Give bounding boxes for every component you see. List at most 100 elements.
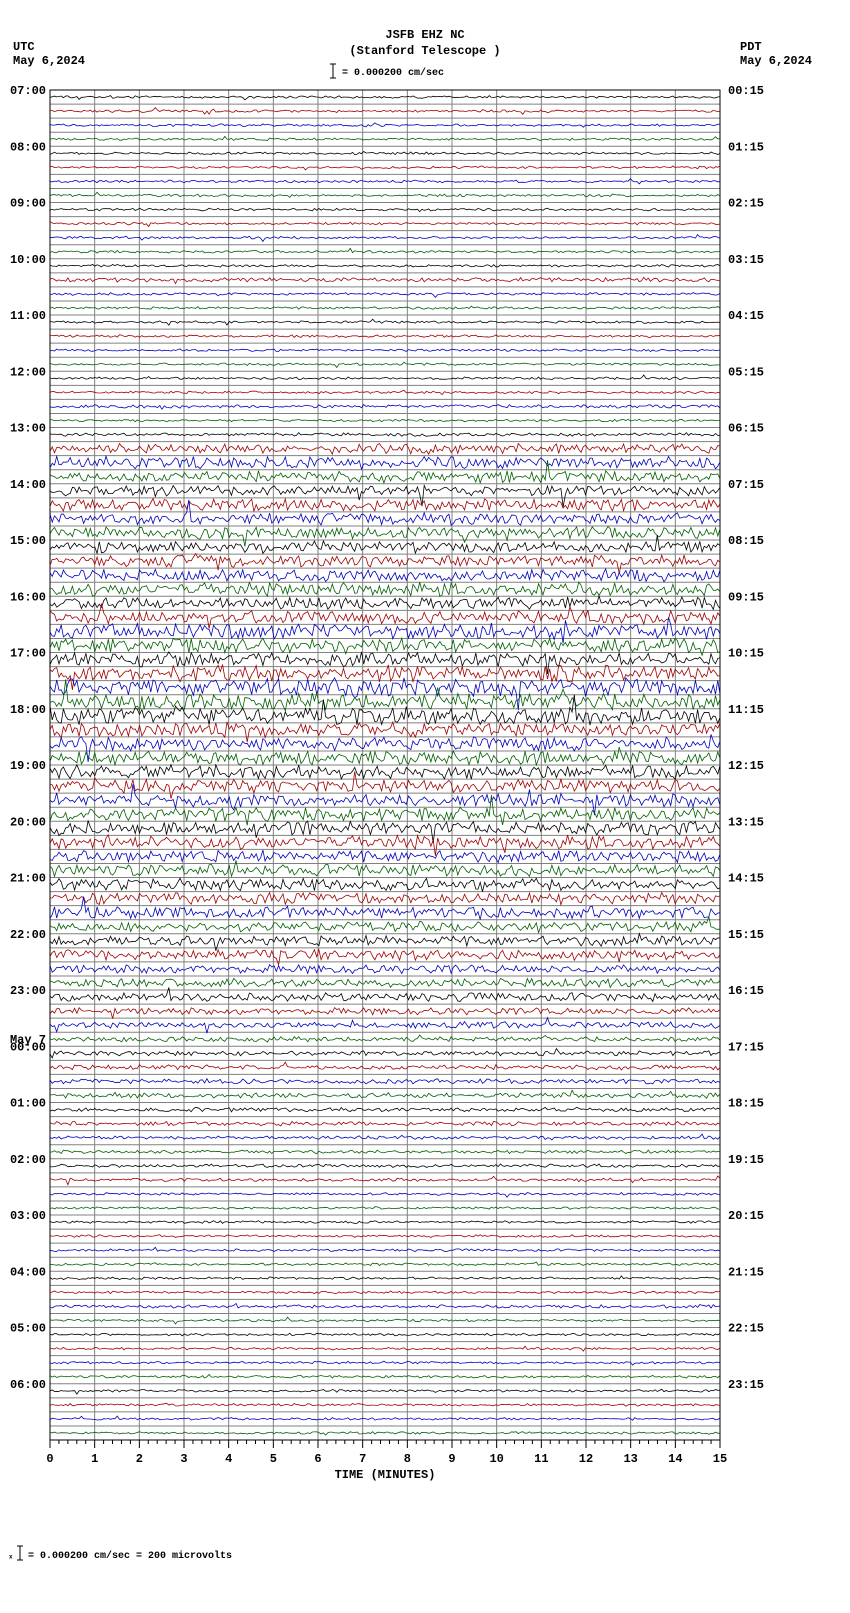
seismic-trace [50,978,720,987]
right-time-label: 11:15 [728,703,764,717]
seismogram-svg: JSFB EHZ NC (Stanford Telescope ) = 0.0002… [0,0,850,1613]
seismic-trace [50,499,720,512]
right-tz: PDT [740,40,762,54]
seismic-trace [50,235,720,242]
seismic-trace [50,1361,720,1365]
seismic-trace [50,1107,720,1112]
seismic-trace [50,349,720,352]
seismic-trace [50,1176,720,1185]
right-time-label: 07:15 [728,478,764,492]
left-time-label: 23:00 [10,984,46,998]
seismic-trace [50,1389,720,1394]
right-time-label: 18:15 [728,1097,764,1111]
right-time-label: 03:15 [728,253,764,267]
right-time-label: 05:15 [728,365,764,379]
seismic-trace [50,850,720,862]
left-time-label: 03:00 [10,1209,46,1223]
left-time-label: 15:00 [10,534,46,548]
seismic-trace [50,771,720,798]
x-tick-label: 0 [46,1452,53,1466]
seismic-trace [50,1062,720,1070]
x-axis-label: TIME (MINUTES) [335,1468,436,1482]
seismic-trace [50,695,720,726]
seismic-trace [50,248,720,253]
right-time-label: 14:15 [728,872,764,886]
seismic-trace [50,1150,720,1154]
right-time-label: 20:15 [728,1209,764,1223]
x-tick-label: 8 [404,1452,411,1466]
left-time-label: 16:00 [10,590,46,604]
right-time-label: 13:15 [728,815,764,829]
right-time-label: 21:15 [728,1265,764,1279]
left-time-label: 10:00 [10,253,46,267]
left-time-label: 06:00 [10,1378,46,1392]
seismic-trace [50,784,720,815]
right-time-label: 12:15 [728,759,764,773]
seismic-trace [50,1247,720,1251]
seismic-trace [50,152,720,155]
seismic-trace [50,950,720,965]
seismic-trace [50,1375,720,1379]
seismic-trace [50,433,720,437]
scale-label: = 0.000200 cm/sec [342,67,444,79]
seismic-trace [50,652,720,674]
seismic-trace [50,965,720,974]
seismic-trace [50,535,720,554]
seismogram-container: JSFB EHZ NC (Stanford Telescope ) = 0.0002… [0,0,850,1613]
left-time-label: 17:00 [10,647,46,661]
right-time-label: 15:15 [728,928,764,942]
station-title: JSFB EHZ NC [385,28,464,42]
right-time-label: 09:15 [728,590,764,604]
left-time-label: 22:00 [10,928,46,942]
seismic-trace [50,1304,720,1309]
x-tick-label: 3 [180,1452,187,1466]
right-time-label: 04:15 [728,309,764,323]
seismic-trace [50,617,720,643]
x-tick-label: 12 [579,1452,593,1466]
seismic-trace [50,1079,720,1084]
seismic-trace [50,1235,720,1238]
seismic-trace [50,596,720,610]
right-time-label: 22:15 [728,1322,764,1336]
right-time-label: 17:15 [728,1040,764,1054]
seismic-trace [50,208,720,211]
right-time-label: 16:15 [728,984,764,998]
seismic-trace [50,306,720,309]
left-time-label: 13:00 [10,422,46,436]
right-time-label: 00:15 [728,84,764,98]
seismic-trace [50,221,720,226]
seismic-trace [50,179,720,184]
left-time-label: 04:00 [10,1265,46,1279]
seismic-trace [50,1121,720,1125]
seismic-trace [50,362,720,367]
left-time-label: 20:00 [10,815,46,829]
x-tick-label: 5 [270,1452,277,1466]
seismic-trace [50,1090,720,1098]
seismic-trace [50,375,720,380]
x-tick-label: 9 [448,1452,455,1466]
x-tick-label: 14 [668,1452,682,1466]
seismic-trace [50,1416,720,1420]
right-time-label: 19:15 [728,1153,764,1167]
seismic-trace [50,878,720,892]
seismic-trace [50,1221,720,1224]
location-subtitle: (Stanford Telescope ) [349,44,500,58]
seismic-trace [50,582,720,596]
seismic-trace [50,444,720,455]
left-time-label: 14:00 [10,478,46,492]
left-time-label: 07:00 [10,84,46,98]
left-time-label: 05:00 [10,1322,46,1336]
seismic-trace [50,1193,720,1198]
left-date: May 6,2024 [13,54,85,68]
seismic-trace [50,1035,720,1042]
seismic-trace [50,554,720,574]
seismic-trace [50,390,720,394]
seismic-trace [50,264,720,267]
seismic-trace [50,1008,720,1019]
seismic-trace [50,405,720,410]
seismic-trace [50,1317,720,1324]
x-tick-label: 11 [534,1452,548,1466]
seismic-trace [50,277,720,283]
left-tz: UTC [13,40,35,54]
seismic-trace [50,419,720,422]
